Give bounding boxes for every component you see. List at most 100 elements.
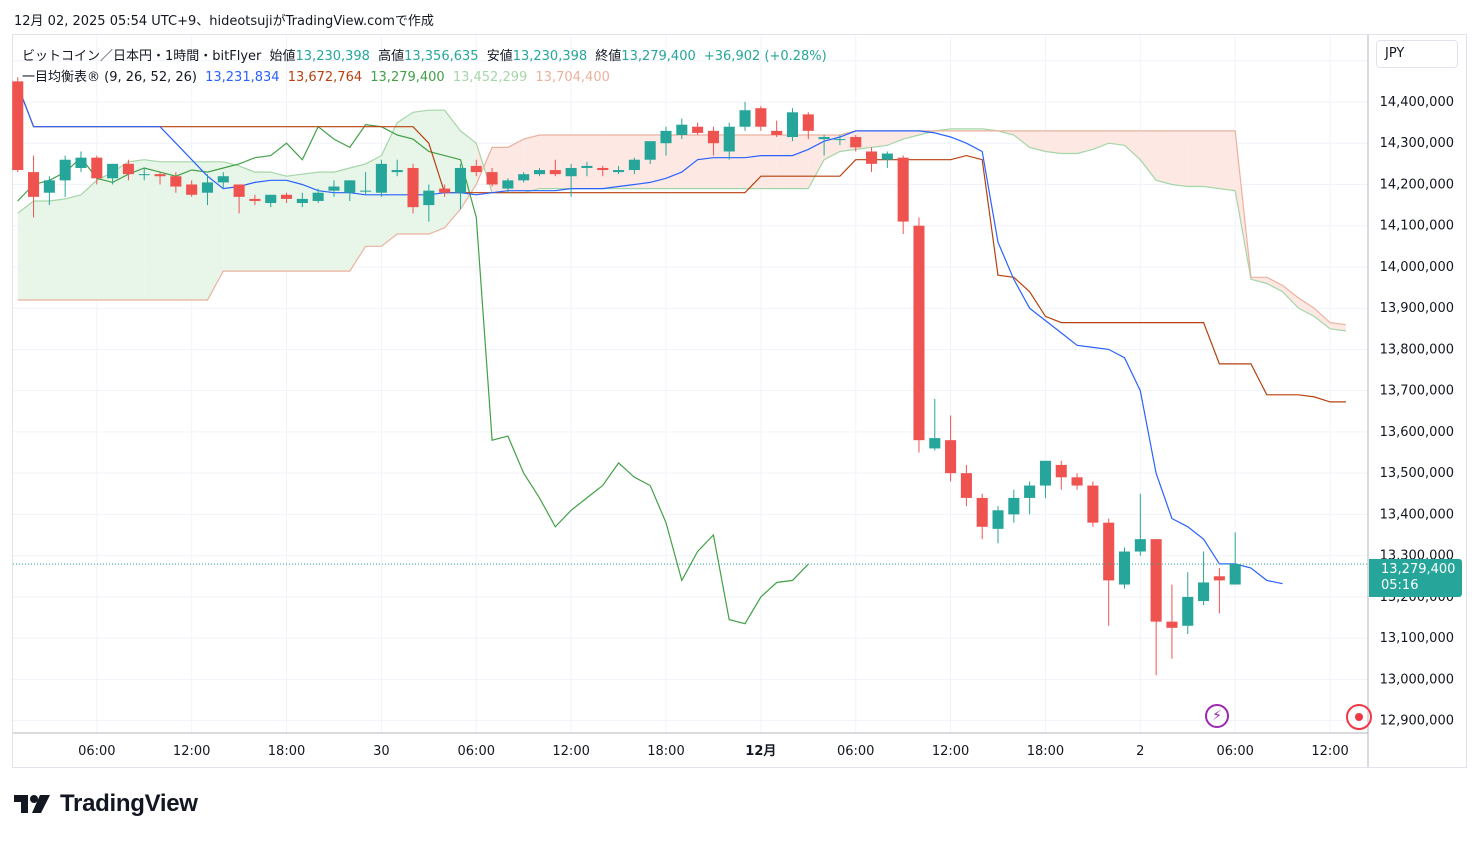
currency-selector[interactable]: JPY [1376, 40, 1458, 68]
time-tick-label: 18:00 [647, 744, 684, 759]
cloud-segment [254, 172, 271, 272]
time-tick-label: 2 [1136, 744, 1144, 759]
price-tick-label: 14,000,000 [1380, 260, 1454, 275]
tradingview-logo-icon [14, 795, 50, 813]
open-value: 13,230,398 [295, 49, 370, 64]
cloud-segment [191, 161, 208, 300]
cloud-segment [1061, 130, 1078, 154]
senkou-b-value: 13,704,400 [535, 70, 610, 85]
ichimoku-line-3 [17, 109, 1346, 332]
candle-body [1213, 576, 1225, 581]
price-axis: 12,900,00013,000,00013,100,00013,200,000… [1380, 54, 1454, 729]
price-tick-label: 14,100,000 [1380, 219, 1454, 234]
cloud-segment [1282, 285, 1299, 309]
cloud-segment [80, 180, 97, 300]
candle-body [1150, 539, 1162, 622]
candle-body [328, 186, 340, 191]
price-tick-label: 13,800,000 [1380, 342, 1454, 357]
cloud-segment [1203, 130, 1220, 189]
candle-body [423, 190, 435, 206]
candle-body [786, 112, 799, 138]
lightning-icon[interactable]: ⚡ [1205, 704, 1229, 728]
cloud-segment [1187, 130, 1204, 187]
time-tick-label: 06:00 [78, 744, 115, 759]
indicator-legend[interactable]: 一目均衡表® (9, 26, 52, 26) 13,231,834 13,672… [22, 66, 614, 85]
candle-body [1024, 485, 1036, 498]
candle-body [549, 170, 561, 175]
cloud-segment [128, 159, 145, 300]
cloud-segment [239, 165, 255, 272]
candle-body [1103, 522, 1115, 581]
cloud-segment [1124, 130, 1141, 160]
cloud-segment [349, 163, 366, 272]
cloud-segment [571, 134, 587, 189]
candle-body [1087, 485, 1099, 523]
price-tick-label: 12,900,000 [1380, 714, 1454, 729]
cloud-segment [808, 134, 825, 189]
price-tick-label: 13,900,000 [1380, 301, 1454, 316]
cloud-segment [286, 174, 303, 272]
candle-body [897, 157, 909, 222]
candle-body [613, 170, 625, 173]
candle-body [91, 157, 103, 179]
candle-body [676, 124, 688, 135]
time-tick-label: 12:00 [173, 744, 210, 759]
tradingview-logo[interactable]: TradingView [14, 790, 198, 818]
candle-body [296, 198, 308, 204]
open-label: 始値 [269, 49, 296, 64]
candle-body [217, 176, 229, 183]
cloud-segment [555, 134, 572, 189]
cloud-segment [65, 194, 81, 300]
cloud-segment [523, 134, 540, 193]
candle-body [1071, 477, 1083, 486]
candle-body [1182, 596, 1194, 626]
candle-body [644, 141, 656, 160]
low-value: 13,230,398 [512, 49, 588, 64]
time-tick-label: 12:00 [1311, 744, 1348, 759]
candle-body [344, 180, 356, 193]
candles [12, 77, 1241, 676]
cloud-segment [175, 161, 192, 300]
cloud-segment [1266, 277, 1283, 292]
candle-body [1229, 564, 1241, 585]
symbol-legend[interactable]: ビットコイン／日本円・1時間・bitFlyer 始値13,230,398 高値1… [22, 45, 831, 64]
record-icon[interactable] [1346, 704, 1372, 730]
candle-body [170, 176, 182, 187]
chikou-value: 13,279,400 [370, 70, 445, 85]
candle-body [565, 167, 577, 177]
cloud-segment [776, 134, 793, 189]
ichimoku-cloud [17, 110, 1346, 331]
candle-body [1008, 497, 1020, 515]
candle-body [249, 198, 261, 201]
symbol-name: ビットコイン／日本円・1時間・bitFlyer [22, 49, 262, 64]
cloud-segment [302, 172, 319, 272]
time-tick-label: 18:00 [268, 744, 305, 759]
cloud-segment [760, 134, 777, 189]
cloud-segment [618, 134, 635, 189]
time-tick-label: 18:00 [1027, 744, 1064, 759]
ichimoku-line-2 [17, 124, 809, 625]
cloud-segment [1314, 308, 1331, 329]
candle-body [818, 137, 830, 140]
bar-countdown: 05:16 [1381, 578, 1419, 593]
cloud-segment [665, 134, 682, 189]
candle-body [375, 163, 387, 193]
price-tick-label: 13,000,000 [1380, 672, 1454, 687]
candle-body [107, 163, 119, 179]
candle-body [866, 151, 878, 164]
last-price-value: 13,279,400 [1381, 562, 1456, 577]
cloud-segment [49, 198, 66, 300]
candle-body [992, 510, 1004, 529]
time-tick-label: 30 [373, 744, 390, 759]
candle-body [850, 137, 862, 148]
close-value: 13,279,400 [621, 49, 696, 64]
price-tick-label: 13,400,000 [1380, 507, 1454, 522]
cloud-segment [333, 167, 350, 272]
candle-body [1198, 582, 1210, 602]
ichimoku-line-0 [17, 85, 1283, 585]
candle-body [439, 188, 451, 193]
candle-body [533, 170, 546, 175]
candle-body [960, 473, 972, 498]
close-label: 終値 [595, 49, 622, 64]
